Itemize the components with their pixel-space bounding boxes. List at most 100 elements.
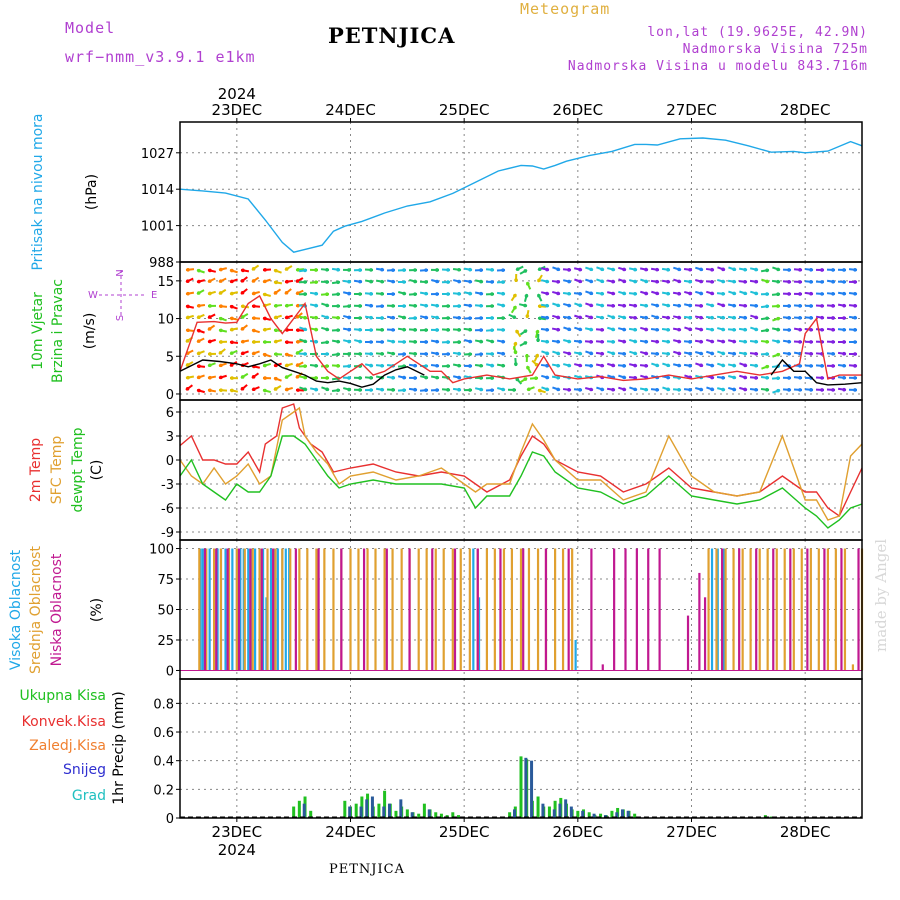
wind-arrow-head (479, 328, 483, 332)
wind-arrow-head (413, 363, 417, 368)
wind-arrow-head (655, 387, 659, 392)
clouds-bar (783, 548, 786, 671)
clouds-bar (425, 548, 428, 671)
wind-arrow-head (710, 363, 714, 368)
wind-arrow-head (710, 375, 714, 380)
wind-arrow-head (274, 352, 278, 356)
wind-arrow-head (380, 304, 384, 308)
wind-arrow-head (688, 267, 692, 272)
clouds-bar (224, 548, 227, 671)
y-tick-label: 0 (166, 812, 174, 827)
clouds-bar (431, 548, 434, 671)
wind-series-0 (179, 294, 862, 384)
wind-arrow-head (380, 340, 384, 344)
precipitation-bar (427, 809, 431, 818)
wind-arrow-head (820, 268, 824, 272)
wind-arrow-head (556, 363, 560, 368)
wind-arrow-head (285, 387, 289, 392)
wind-arrow-head (336, 388, 340, 393)
clouds-bar (203, 548, 207, 671)
wind-arrow-head (197, 303, 201, 308)
temp-side-label-2m: 2m Temp (28, 438, 44, 502)
precipitation-bar (365, 799, 369, 818)
clouds-bar (201, 548, 204, 671)
wind-arrow-head (527, 387, 531, 392)
wind-arrow-head (578, 291, 582, 296)
wind-arrow-head (820, 280, 824, 284)
y-tick-label: 5 (166, 350, 174, 365)
wind-arrow-head (241, 339, 245, 344)
wind-arrow-head (314, 280, 318, 284)
wind-arrow-head (688, 315, 692, 320)
wind-arrow-head (230, 388, 234, 393)
wind-arrow-head (809, 304, 813, 308)
wind-arrow-head (798, 327, 802, 332)
wind-arrow-head (666, 303, 670, 308)
wind-arrow-head (524, 294, 529, 298)
wind-arrow-head (556, 315, 560, 320)
wind-arrow-head (688, 387, 692, 392)
wind-arrow-head (754, 387, 758, 392)
wind-arrow-head (413, 303, 417, 308)
wind-arrow-head (501, 363, 505, 368)
wind-arrow-head (380, 363, 384, 368)
wind-arrow-head (655, 339, 659, 344)
wind-arrow-head (402, 375, 406, 380)
wind-arrow-head (666, 363, 670, 368)
wind-arrow-head (285, 303, 289, 308)
clouds-side-label-low: Niska Oblacnost (49, 553, 65, 666)
wind-arrow-head (655, 303, 659, 308)
panel-frame (179, 121, 863, 263)
clouds-bar (261, 548, 265, 671)
clouds-bar (205, 548, 208, 671)
clouds-bar (574, 639, 577, 671)
wind-arrow-head (252, 291, 256, 296)
wind-arrow-head (556, 267, 560, 272)
model-elevation: Nadmorska Visina u modelu 843.716m (567, 59, 868, 74)
wind-arrow-head (336, 364, 340, 368)
wind-arrow-head (424, 328, 428, 332)
clouds-bar (213, 548, 216, 671)
clouds-bar (499, 548, 502, 671)
clouds-bar (624, 548, 627, 671)
y-tick-label: -9 (161, 526, 174, 541)
clouds-bar (247, 548, 250, 671)
wind-arrow-head (677, 351, 681, 356)
wind-arrow-head (688, 327, 692, 332)
clouds-bar (391, 548, 394, 671)
wind-arrow-head (710, 339, 714, 344)
clouds-bar (703, 597, 707, 671)
precipitation-bar (564, 799, 568, 818)
wind-arrow-head (325, 315, 329, 320)
wind-arrow-head (513, 293, 517, 298)
precipitation-bar (508, 812, 512, 818)
wind-arrow-head (347, 327, 351, 332)
wind-arrow-head (622, 351, 626, 356)
wind-arrow-head (699, 327, 703, 332)
wind-arrow-head (600, 387, 604, 392)
wind-arrow-head (743, 351, 747, 356)
wind-arrow-head (776, 388, 780, 393)
wind-arrow-head (446, 280, 450, 284)
wind-arrow-head (512, 315, 516, 319)
wind-arrow-head (391, 388, 395, 392)
wind-arrow-head (567, 315, 571, 320)
wind-arrow-head (435, 292, 439, 296)
wind-arrow-head (413, 268, 417, 272)
wind-arrow-head (721, 279, 725, 284)
wind-arrow-head (479, 339, 483, 344)
clouds-bar (442, 548, 445, 671)
clouds-bar (493, 548, 496, 671)
x-day-label-bottom: 27DEC (666, 823, 717, 841)
wind-arrow-head (776, 352, 780, 357)
wind-arrow-head (284, 375, 289, 379)
wind-arrow-head (446, 316, 450, 320)
clouds-side-label-mid: Srednja Oblacnost (28, 546, 44, 674)
wind-arrow-head (776, 279, 780, 284)
wind-arrow-head (765, 364, 769, 369)
wind-arrow-head (208, 352, 212, 356)
wind-arrow-head (285, 279, 289, 284)
wind-arrow-head (314, 291, 318, 296)
wind-arrow-head (589, 279, 593, 284)
y-tick-label: 6 (166, 406, 174, 421)
